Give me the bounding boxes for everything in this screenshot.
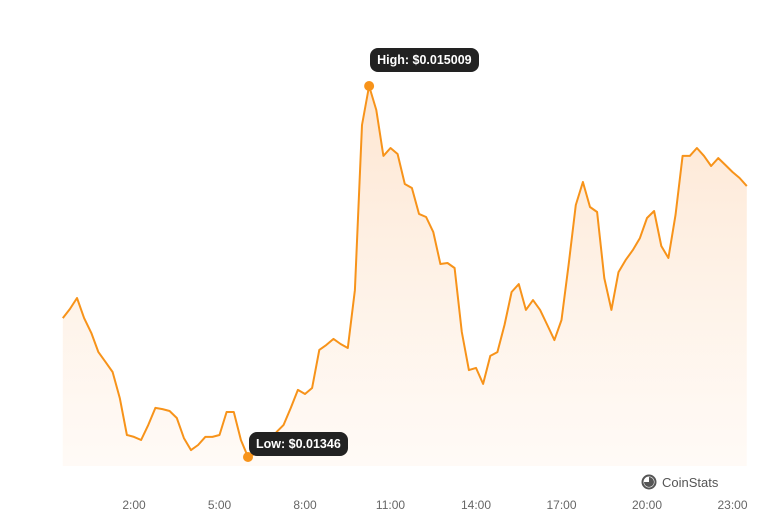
brand-name: CoinStats [662,474,719,490]
x-tick-label: 14:00 [460,498,492,512]
x-tick-label: 20:00 [631,498,663,512]
price-line [62,85,748,458]
high-label: High: $0.015009 [370,48,479,72]
x-tick-label: 23:00 [717,498,748,512]
x-tick-label: 2:00 [122,498,146,512]
x-tick-label: 8:00 [293,498,317,512]
low-label: Low: $0.01346 [249,432,348,456]
coinstats-watermark: CoinStats [641,474,718,490]
x-tick-label: 11:00 [375,498,406,512]
price-area-fill [62,86,747,466]
coinstats-logo-icon [641,474,657,490]
high-marker [364,81,375,91]
low-marker [243,452,253,462]
x-tick-label: 5:00 [207,498,232,512]
x-tick-label: 17:00 [546,498,577,512]
